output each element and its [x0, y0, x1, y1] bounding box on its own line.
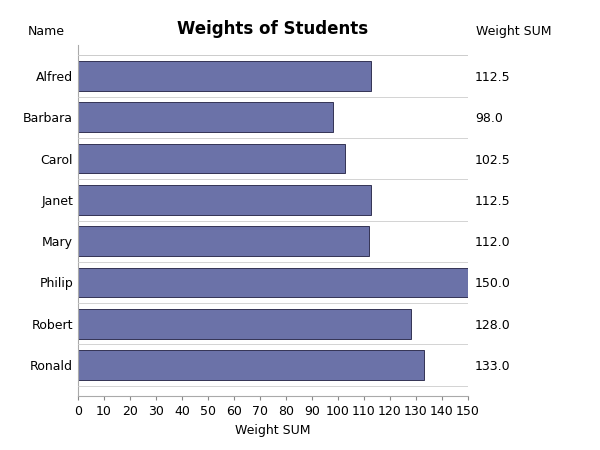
Bar — [78, 185, 371, 215]
Bar — [78, 144, 344, 173]
Text: Weight SUM: Weight SUM — [476, 25, 551, 38]
Bar — [78, 268, 468, 297]
Bar — [78, 309, 411, 339]
X-axis label: Weight SUM: Weight SUM — [235, 423, 311, 436]
Title: Weights of Students: Weights of Students — [178, 20, 368, 38]
Bar — [78, 61, 371, 91]
Bar — [78, 102, 333, 132]
Bar — [78, 350, 424, 380]
Text: Name: Name — [28, 25, 64, 38]
Bar — [78, 226, 369, 256]
